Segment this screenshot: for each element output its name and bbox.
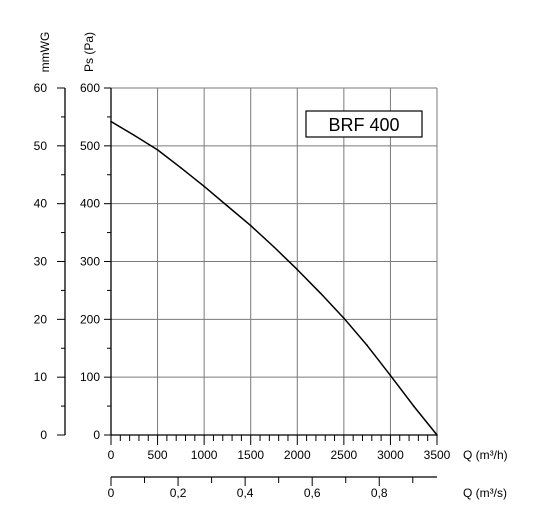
y-tick-label-mmwg: 10: [34, 370, 48, 384]
x2-tick-label: 0: [108, 486, 115, 500]
y-tick-label-mmwg: 0: [40, 428, 47, 442]
data-point: [133, 134, 136, 137]
data-point: [203, 185, 205, 188]
data-point: [273, 246, 275, 248]
x-tick-label: 3000: [377, 448, 404, 462]
model-label-box: BRF 400: [305, 110, 423, 138]
y-tick-label-pa: 200: [80, 312, 100, 326]
x2-tick-label: 0,8: [371, 486, 388, 500]
data-point: [296, 268, 299, 271]
x-axis-title: Q (m³/h): [463, 448, 508, 462]
data-point: [226, 205, 229, 207]
data-point: [110, 120, 112, 123]
series-layer: [110, 120, 438, 436]
data-point: [249, 224, 252, 227]
x-tick-label: 2000: [284, 448, 311, 462]
y-tick-label-mmwg: 30: [34, 255, 48, 269]
x-tick-label: 1500: [237, 448, 264, 462]
y-tick-label-pa: 600: [80, 81, 100, 95]
y-tick-label-mmwg: 60: [34, 81, 48, 95]
y-tick-label-pa: 100: [80, 370, 100, 384]
data-point: [389, 374, 392, 377]
data-point: [319, 292, 322, 295]
y-axis-title-pa: Ps (Pa): [82, 32, 96, 72]
data-point: [436, 434, 438, 436]
model-label-frame: [305, 110, 423, 138]
data-point: [156, 149, 159, 151]
data-point: [180, 167, 182, 169]
y-tick-label-pa: 300: [80, 255, 100, 269]
x-tick-label: 1000: [191, 448, 218, 462]
y-tick-label-mmwg: 20: [34, 312, 48, 326]
x2-tick-label: 0,2: [170, 486, 187, 500]
x-tick-label: 0: [108, 448, 115, 462]
grid-lines: [111, 87, 438, 435]
x-tick-label: 3500: [424, 448, 451, 462]
y-tick-label-pa: 400: [80, 197, 100, 211]
x2-axis-title: Q (m³/s): [463, 486, 507, 500]
axes: 0 100 200 300 400 500 600 0 10 20 30 40 50 60 mmWG Ps (…: [34, 32, 508, 500]
x-tick-label: 2500: [331, 448, 358, 462]
x2-tick-label: 0,6: [304, 486, 321, 500]
y-axis-title-mmwg: mmWG: [38, 32, 52, 73]
y-tick-label-mmwg: 50: [34, 139, 48, 153]
series-line: [110, 120, 438, 436]
chart-title: BRF 400: [328, 115, 399, 135]
data-point: [412, 405, 415, 407]
x-tick-label: 500: [148, 448, 168, 462]
y-tick-label-pa: 500: [80, 139, 100, 153]
x2-tick-label: 0,4: [237, 486, 254, 500]
y-tick-label-pa: 0: [93, 428, 100, 442]
data-point: [366, 344, 368, 347]
y-tick-label-mmwg: 40: [34, 197, 48, 211]
data-point: [343, 317, 345, 319]
